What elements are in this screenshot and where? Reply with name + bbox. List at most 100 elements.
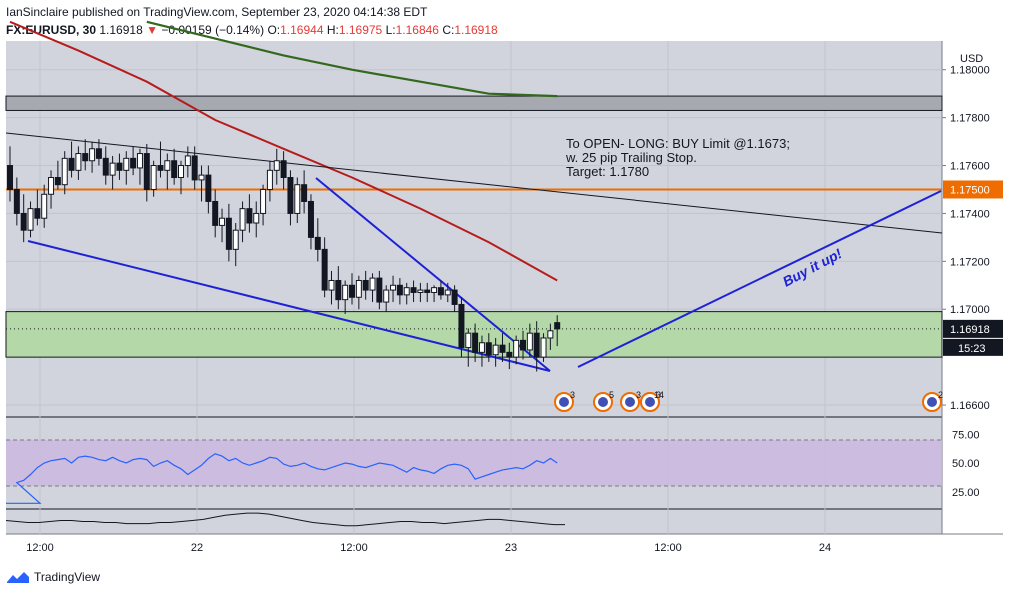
candle-up: [417, 289, 424, 293]
tradingview-brand: TradingView: [34, 570, 101, 584]
candle-down: [102, 157, 109, 176]
low-value: 1.16846: [395, 23, 439, 37]
close-label: C:: [442, 23, 455, 37]
candle-up: [239, 208, 246, 231]
last-price: 1.16918: [99, 23, 143, 37]
time-tick-label: 23: [505, 542, 517, 554]
tradingview-logo[interactable]: TradingView: [6, 569, 100, 585]
candle-up: [547, 330, 554, 339]
rsi-tick-label: 50.00: [952, 458, 980, 470]
candle-down: [376, 277, 383, 303]
long-trendline[interactable]: [5, 132, 943, 234]
resistance-zone[interactable]: [5, 95, 943, 111]
event-badges[interactable]: 3 5 3 314 2: [554, 390, 943, 412]
candle-up: [465, 332, 472, 349]
candle-down: [520, 339, 526, 351]
candle-down: [499, 344, 506, 353]
event-badge-count: 14: [654, 390, 664, 400]
candle-up: [61, 157, 68, 186]
candle-up: [342, 284, 349, 301]
candle-down: [130, 157, 137, 169]
candle-down: [321, 248, 328, 291]
candle-up: [526, 332, 533, 351]
tradingview-logo-icon: [7, 572, 29, 583]
candle-down: [143, 153, 150, 190]
candle-up: [232, 229, 239, 250]
candle-down: [314, 236, 321, 250]
ma-fast-line: [9, 20, 558, 282]
countdown-tag: [943, 338, 1003, 356]
candle-down: [349, 284, 355, 298]
candle-up: [390, 284, 397, 291]
rsi-tick-label: 25.00: [952, 487, 980, 499]
candle-down: [410, 287, 417, 293]
event-badge-count: 3: [570, 390, 575, 400]
trade-note-line-3[interactable]: Target: 1.1780: [566, 164, 649, 179]
price-tick-label: 1.17200: [950, 256, 990, 268]
flag-icon: [625, 397, 635, 407]
candle-down: [424, 289, 431, 293]
candle-up: [266, 169, 273, 190]
high-value: 1.16975: [338, 23, 383, 37]
candle-up: [27, 208, 34, 231]
candle-up: [41, 193, 48, 219]
wedge-upper-line[interactable]: [315, 177, 551, 372]
resistance-price-label: 1.17500: [950, 184, 990, 196]
rsi-path: [6, 453, 558, 504]
symbol-name[interactable]: FX:EURUSD, 30: [6, 23, 97, 37]
candle-down: [157, 165, 164, 171]
time-axis[interactable]: 12:00 22 12:00 23 12:00 24: [26, 542, 831, 554]
target-projection-line[interactable]: [577, 190, 942, 368]
candle-up: [150, 165, 157, 190]
candle-down: [396, 284, 403, 296]
candle-down: [20, 212, 27, 231]
candle-down: [301, 184, 308, 202]
price-tick-label: 1.16600: [950, 400, 990, 412]
candle-down: [287, 177, 294, 214]
price-tick-label: 1.17800: [950, 113, 990, 125]
candle-down: [116, 162, 123, 171]
time-tick-label: 12:00: [654, 542, 682, 554]
time-tick-label: 12:00: [340, 542, 368, 554]
symbol-legend: FX:EURUSD, 30 1.16918 ▼ −0.00159 (−0.14%…: [6, 23, 498, 37]
candle-up: [48, 177, 55, 195]
flag-icon: [645, 397, 655, 407]
last-price-label: 1.16918: [950, 324, 990, 336]
candle-up: [403, 287, 410, 296]
candle-down: [280, 160, 287, 179]
open-value: 1.16944: [280, 23, 324, 37]
candle-up: [369, 277, 376, 291]
event-badge-count: 3: [656, 390, 661, 400]
low-label: L:: [385, 23, 396, 37]
candle-up: [89, 148, 96, 162]
time-tick-label: 12:00: [26, 542, 54, 554]
candle-up: [109, 162, 116, 176]
rsi-band: [6, 439, 942, 487]
candle-down: [212, 200, 219, 226]
candle-down: [451, 289, 458, 305]
candle-up: [178, 165, 184, 179]
trendlines[interactable]: [5, 132, 943, 372]
open-label: O:: [267, 23, 281, 37]
candle-down: [554, 322, 561, 330]
candle-down: [225, 217, 232, 250]
currency-label: USD: [960, 53, 983, 65]
event-badge-count: 3: [636, 390, 641, 400]
candle-down: [246, 208, 253, 224]
candle-down: [335, 279, 342, 301]
oscillator-pane[interactable]: [6, 509, 942, 534]
candle-down: [506, 351, 513, 358]
candle-up: [260, 188, 267, 214]
candle-up: [431, 287, 438, 293]
publish-info: IanSinclaire published on TradingView.co…: [6, 5, 428, 19]
wedge-lower-line[interactable]: [27, 240, 551, 372]
candle-down: [13, 188, 20, 214]
candle-up: [123, 157, 130, 171]
candle-down: [458, 303, 465, 349]
trade-note-line-1[interactable]: To OPEN- LONG: BUY Limit @1.1673;: [566, 136, 790, 151]
price-tick-label: 1.17000: [950, 304, 990, 316]
candle-up: [184, 155, 191, 167]
trade-note-line-2[interactable]: w. 25 pip Trailing Stop.: [565, 150, 697, 165]
